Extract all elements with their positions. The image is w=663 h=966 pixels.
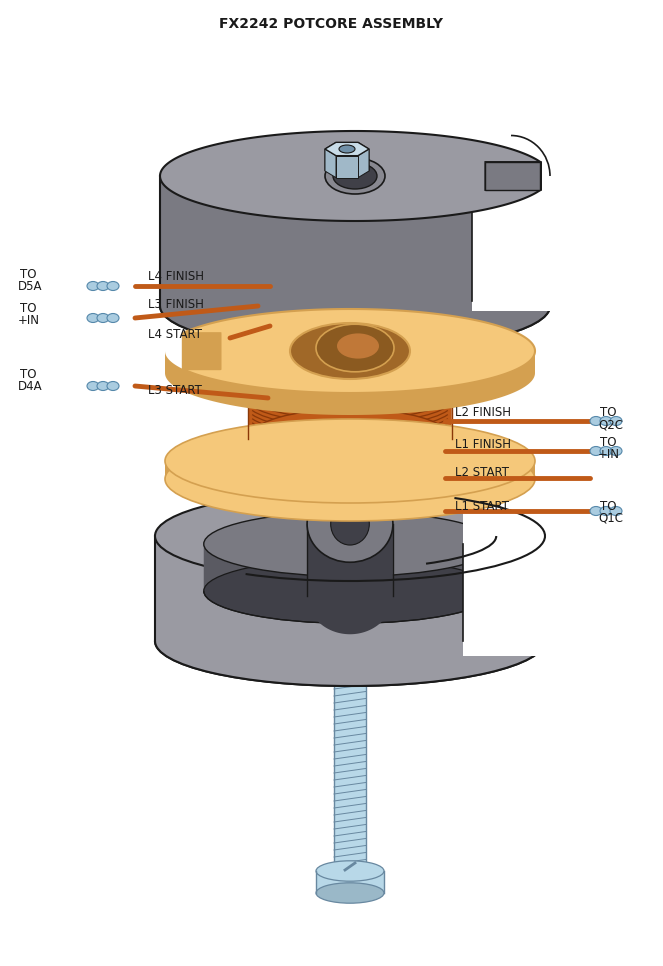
Polygon shape [325,149,336,178]
Ellipse shape [160,261,550,351]
Text: +IN: +IN [18,314,40,327]
Ellipse shape [334,619,366,633]
Text: L1 FINISH: L1 FINISH [455,438,511,450]
Text: L3 FINISH: L3 FINISH [148,298,204,310]
Text: TO: TO [600,436,617,448]
Text: FX2242 POTCORE ASSEMBLY: FX2242 POTCORE ASSEMBLY [219,17,443,31]
Text: L2 FINISH: L2 FINISH [455,407,511,419]
Ellipse shape [290,323,410,379]
Text: TO: TO [20,301,36,315]
Text: +IN: +IN [598,447,620,461]
Ellipse shape [610,506,622,516]
Polygon shape [463,486,555,656]
Text: L2 START: L2 START [455,466,509,478]
Ellipse shape [325,158,385,194]
Ellipse shape [87,382,99,390]
Polygon shape [316,871,384,893]
Polygon shape [307,524,393,635]
Polygon shape [165,461,535,521]
Polygon shape [248,373,452,469]
Ellipse shape [165,437,535,521]
Text: TO: TO [600,499,617,513]
Text: L4 START: L4 START [148,327,202,340]
Ellipse shape [97,281,109,291]
Ellipse shape [337,333,379,358]
Text: L4 FINISH: L4 FINISH [148,270,204,282]
Text: TO: TO [600,407,617,419]
Ellipse shape [316,883,384,903]
Ellipse shape [333,163,377,189]
Polygon shape [336,156,358,178]
Ellipse shape [331,503,369,545]
Polygon shape [325,142,369,156]
Ellipse shape [316,861,384,881]
Polygon shape [160,176,550,351]
Ellipse shape [107,281,119,291]
Ellipse shape [248,409,452,469]
Ellipse shape [590,416,602,425]
Ellipse shape [610,416,622,425]
Ellipse shape [248,343,452,403]
Ellipse shape [165,419,535,503]
Polygon shape [485,162,540,190]
Ellipse shape [600,416,612,425]
Text: Q1C: Q1C [598,512,623,525]
Polygon shape [204,544,496,623]
Ellipse shape [87,281,99,291]
Polygon shape [182,309,535,393]
Polygon shape [165,351,535,415]
Polygon shape [472,148,575,311]
Ellipse shape [155,596,545,686]
Polygon shape [334,626,366,871]
Ellipse shape [316,325,394,372]
Text: D5A: D5A [18,279,42,293]
Ellipse shape [155,491,545,581]
Ellipse shape [600,446,612,456]
Ellipse shape [590,446,602,456]
Ellipse shape [610,446,622,456]
Ellipse shape [339,145,355,153]
Text: L3 START: L3 START [148,384,202,396]
Polygon shape [325,142,336,171]
Ellipse shape [600,506,612,516]
Ellipse shape [590,506,602,516]
Text: TO: TO [20,268,36,280]
Polygon shape [182,333,220,369]
Text: L1 START: L1 START [455,499,509,513]
Text: TO: TO [20,367,36,381]
Polygon shape [160,131,540,221]
Ellipse shape [87,314,99,323]
Text: D4A: D4A [18,380,42,392]
Ellipse shape [204,512,496,577]
Text: Q2C: Q2C [598,418,623,432]
Ellipse shape [107,314,119,323]
Ellipse shape [204,558,496,623]
Ellipse shape [307,486,393,562]
Polygon shape [358,142,369,171]
Polygon shape [358,149,369,178]
Ellipse shape [97,382,109,390]
Ellipse shape [97,314,109,323]
Polygon shape [155,536,545,686]
Ellipse shape [107,382,119,390]
